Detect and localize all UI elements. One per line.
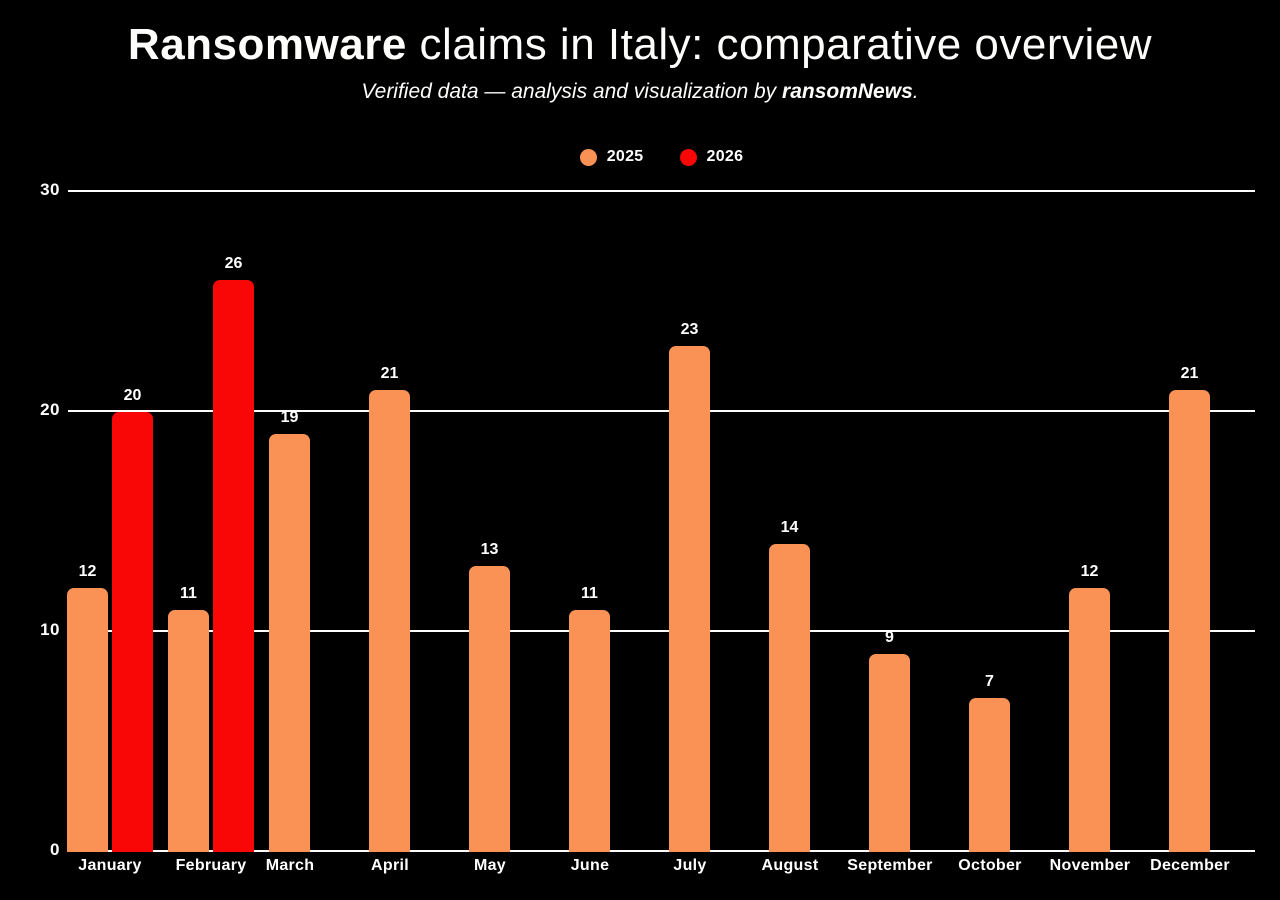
bar-2025-june xyxy=(569,610,610,852)
subtitle-text: Verified data — analysis and visualizati… xyxy=(361,80,783,103)
bar-2025-september xyxy=(869,654,910,852)
gridline-10 xyxy=(68,630,1255,632)
bar-2025-december-value-label: 21 xyxy=(1180,365,1199,382)
bar-2026-january xyxy=(112,412,153,852)
title-emphasis: Ransomware xyxy=(127,20,407,69)
bar-2025-december xyxy=(1169,390,1210,852)
x-axis-month-label-november: November xyxy=(1049,857,1131,874)
legend-swatch-2026 xyxy=(679,148,697,166)
y-axis-tick-label-20: 20 xyxy=(40,400,60,419)
bar-2025-february-value-label: 11 xyxy=(180,585,197,602)
bar-2025-august xyxy=(769,544,810,852)
x-axis-month-label-september: September xyxy=(847,857,933,874)
y-axis-tick-label-30: 30 xyxy=(40,180,60,199)
subtitle-brand: ransomNews xyxy=(782,80,913,103)
bar-2025-may-value-label: 13 xyxy=(480,541,499,558)
title-rest: claims in Italy: comparative overview xyxy=(406,20,1153,69)
bar-2026-february-value-label: 26 xyxy=(224,255,243,272)
bar-2026-february xyxy=(213,280,254,852)
bar-2025-november-value-label: 12 xyxy=(1080,563,1099,580)
bar-2026-january-value-label: 20 xyxy=(123,387,142,404)
gridline-30 xyxy=(68,190,1255,192)
page-title: Ransomware claims in Italy: comparative … xyxy=(0,20,1280,70)
bar-2025-april xyxy=(369,390,410,852)
x-axis-month-label-june: June xyxy=(570,857,610,874)
gridline-0 xyxy=(68,850,1255,852)
x-axis-month-label-october: October xyxy=(958,857,1022,874)
bar-2025-june-value-label: 11 xyxy=(581,585,598,602)
bar-2025-july xyxy=(669,346,710,852)
bar-2025-march-value-label: 19 xyxy=(280,409,299,426)
bar-2025-april-value-label: 21 xyxy=(380,365,399,382)
x-axis-month-label-february: February xyxy=(175,857,247,874)
chart-subtitle: Verified data — analysis and visualizati… xyxy=(0,80,1280,104)
legend-label-2026: 2026 xyxy=(706,148,744,165)
legend-item-2026: 2026 xyxy=(679,148,744,166)
x-axis-month-label-august: August xyxy=(761,857,819,874)
legend-label-2025: 2025 xyxy=(606,148,644,165)
x-axis-month-label-may: May xyxy=(473,857,507,874)
bar-2025-october-value-label: 7 xyxy=(985,673,994,690)
legend-item-2025: 2025 xyxy=(579,148,644,166)
bar-2025-may xyxy=(469,566,510,852)
bar-2025-march xyxy=(269,434,310,852)
bar-2025-november xyxy=(1069,588,1110,852)
legend-swatch-2025 xyxy=(579,148,597,166)
bar-2025-january-value-label: 12 xyxy=(78,563,97,580)
x-axis-month-label-march: March xyxy=(265,857,315,874)
y-axis-tick-label-0: 0 xyxy=(50,840,60,859)
bar-2025-february xyxy=(168,610,209,852)
chart-legend: 2025 2026 xyxy=(68,148,1255,166)
subtitle-period: . xyxy=(912,80,919,103)
x-axis-month-label-january: January xyxy=(78,857,142,874)
bar-2025-october xyxy=(969,698,1010,852)
x-axis-month-label-july: July xyxy=(673,857,707,874)
x-axis-month-label-december: December xyxy=(1150,857,1230,874)
gridline-20 xyxy=(68,410,1255,412)
y-axis-tick-label-10: 10 xyxy=(40,620,60,639)
bar-2025-january xyxy=(67,588,108,852)
bar-2025-september-value-label: 9 xyxy=(885,629,894,646)
x-axis-month-label-april: April xyxy=(371,857,409,874)
bar-2025-august-value-label: 14 xyxy=(780,519,799,536)
bar-2025-july-value-label: 23 xyxy=(680,321,699,338)
